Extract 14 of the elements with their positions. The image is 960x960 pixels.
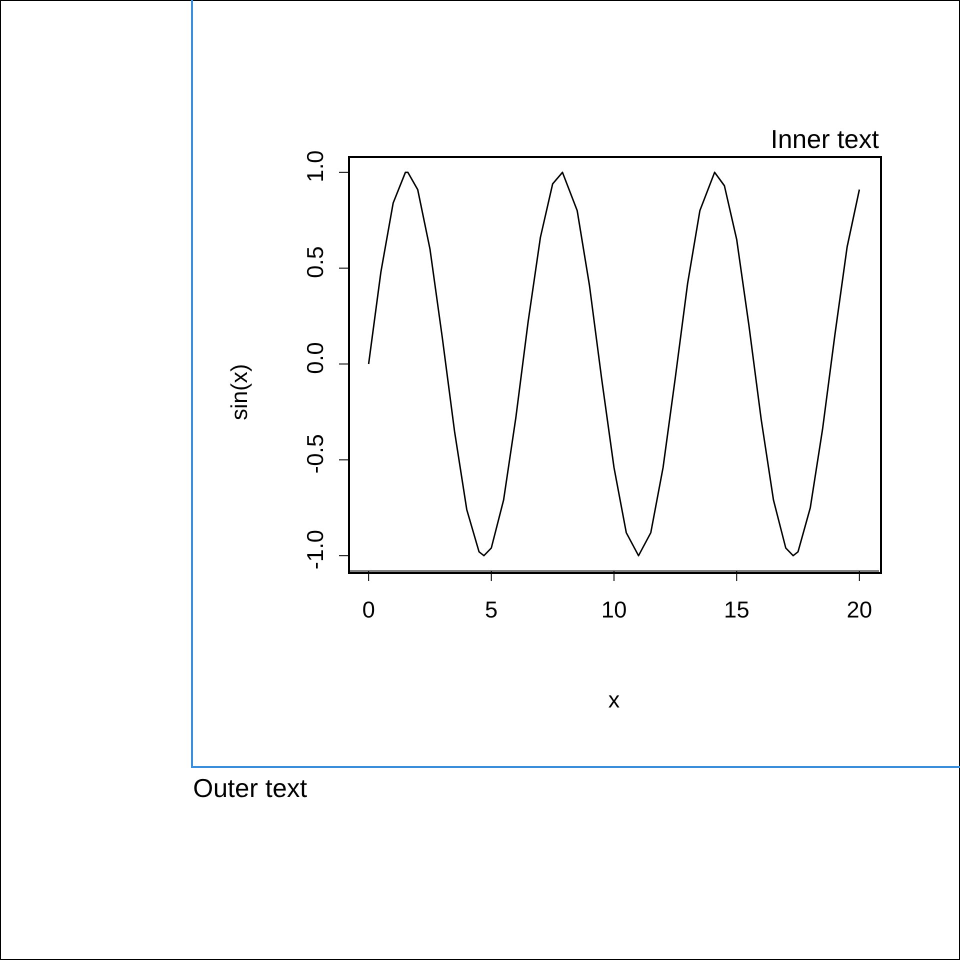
x-axis-title: x [608,686,620,712]
x-tick-label: 5 [484,596,498,622]
x-tick-label: 15 [724,596,750,622]
y-tick-label: 1.0 [302,150,328,182]
y-tick-label: 0.0 [302,342,328,374]
text: Inner text [770,124,879,155]
x-tick-label: 20 [846,596,872,622]
text: Outer text [193,773,308,804]
y-tick-label: -1.0 [302,530,328,570]
x-tick-label: 0 [362,596,376,622]
y-tick-label: -0.5 [302,434,328,474]
y-axis-title: sin(x) [226,364,252,420]
x-tick-label: 10 [601,596,627,622]
y-tick-label: 0.5 [302,246,328,278]
